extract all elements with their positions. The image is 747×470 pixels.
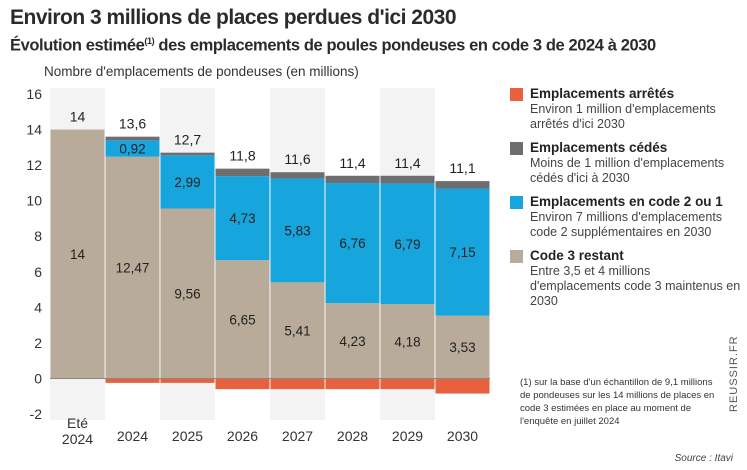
bar-code3 <box>160 208 215 379</box>
bar-arretes <box>435 378 490 394</box>
data-label-code2: 4,73 <box>229 211 255 226</box>
bar-arretes <box>270 378 325 390</box>
bar-arretes <box>105 378 160 383</box>
x-tick-label: 2028 <box>337 428 368 444</box>
total-label: 11,6 <box>284 151 310 167</box>
data-label-code3: 3,53 <box>449 340 475 355</box>
legend-name: Emplacements arrêtés <box>530 86 675 101</box>
y-tick-label: 14 <box>26 122 42 138</box>
bar-cedes <box>270 172 325 179</box>
x-tick-label: 2029 <box>392 428 423 444</box>
bar-code2 <box>270 178 325 283</box>
legend-name: Code 3 restant <box>530 248 624 263</box>
bar-code2 <box>160 155 215 209</box>
bar-code2 <box>325 183 380 304</box>
total-label: 12,7 <box>174 132 201 148</box>
footnote: (1) sur la base d'un échantillon de 9,1 … <box>520 377 715 427</box>
data-label-code2: 2,99 <box>174 175 200 190</box>
legend-swatch-code2 <box>510 196 523 209</box>
data-label-code3: 12,47 <box>116 261 150 276</box>
legend-desc: Environ 1 million d'emplacements arrêtés… <box>530 102 716 131</box>
legend-swatch-cedes <box>510 142 523 155</box>
y-tick-label: 2 <box>34 335 42 351</box>
y-tick-label: -2 <box>30 406 43 422</box>
y-tick-label: 8 <box>34 228 42 244</box>
subtitle-main: Évolution estimée <box>10 36 145 55</box>
subtitle-note-mark: (1) <box>144 36 155 46</box>
x-tick-label: Eté <box>67 415 88 431</box>
source-label: Source : Itavi <box>674 453 733 464</box>
bar-code2 <box>105 140 160 157</box>
data-label-code3: 5,41 <box>284 323 310 338</box>
x-tick-label: 2024 <box>62 431 93 447</box>
y-axis-label: Nombre d'emplacements de pondeuses (en m… <box>44 64 359 79</box>
data-label-code2: 6,79 <box>394 237 420 252</box>
bar-code3 <box>435 315 490 379</box>
bar-code3 <box>215 260 270 379</box>
legend-desc: Environ 7 millions d'emplacements code 2… <box>530 210 723 239</box>
y-tick-label: 10 <box>26 193 42 209</box>
legend-name: Emplacements cédés <box>530 140 668 155</box>
x-tick-label: 2025 <box>172 428 203 444</box>
y-tick-label: 12 <box>26 157 42 173</box>
bar-cedes <box>160 152 215 156</box>
data-label-code3: 14 <box>70 247 86 262</box>
legend-swatch-code3 <box>510 250 523 263</box>
y-tick-label: 16 <box>26 86 42 102</box>
bar-code3 <box>50 129 105 379</box>
total-label: 14 <box>70 109 86 125</box>
legend-item-arretes: Emplacements arrêtés Environ 1 million d… <box>510 86 742 132</box>
total-label: 11,8 <box>229 148 255 164</box>
x-tick-label: 2027 <box>282 428 313 444</box>
bar-cedes <box>380 175 435 184</box>
bar-code3 <box>380 304 435 379</box>
bar-code3 <box>270 282 325 379</box>
legend-swatch-arretes <box>510 88 523 101</box>
bar-arretes <box>160 378 215 383</box>
y-tick-label: 6 <box>34 264 42 280</box>
bar-cedes <box>215 168 270 177</box>
legend-item-code3: Code 3 restant Entre 3,5 et 4 millions d… <box>510 248 742 309</box>
y-tick-label: 4 <box>34 299 42 315</box>
watermark: REUSSIR.FR <box>728 335 740 412</box>
data-label-code2: 5,83 <box>284 223 310 238</box>
y-tick-label: 0 <box>34 370 42 386</box>
x-tick-label: 2030 <box>447 428 478 444</box>
bar-code3 <box>325 303 380 379</box>
bar-code2 <box>435 188 490 316</box>
data-label-code3: 4,23 <box>339 334 365 349</box>
data-label-code2: 7,15 <box>449 245 475 260</box>
data-label-code3: 9,56 <box>174 286 200 301</box>
legend-item-code2: Emplacements en code 2 ou 1 Environ 7 mi… <box>510 194 742 240</box>
legend-desc: Entre 3,5 et 4 millions d'emplacements c… <box>530 264 741 308</box>
x-tick-label: 2026 <box>227 428 258 444</box>
bar-code2 <box>380 183 435 305</box>
bar-code2 <box>215 176 270 261</box>
bar-arretes <box>215 378 270 390</box>
bar-cedes <box>105 136 160 141</box>
bar-cedes <box>435 181 490 189</box>
total-label: 11,4 <box>339 155 365 171</box>
total-label: 13,6 <box>119 116 146 132</box>
subtitle-rest: des emplacements de poules pondeuses en … <box>154 36 656 55</box>
data-label-code2: 0,92 <box>119 142 145 157</box>
bar-arretes <box>380 378 435 390</box>
bar-cedes <box>325 175 380 184</box>
chart-title: Environ 3 millions de places perdues d'i… <box>10 6 457 29</box>
bar-code3 <box>105 156 160 379</box>
chart-subtitle: Évolution estimée(1) des emplacements de… <box>10 36 656 56</box>
data-label-code3: 4,18 <box>394 334 420 349</box>
bar-arretes <box>325 378 380 390</box>
total-label: 11,1 <box>449 160 475 176</box>
x-tick-label: 2024 <box>117 428 148 444</box>
legend: Emplacements arrêtés Environ 1 million d… <box>510 86 742 317</box>
total-label: 11,4 <box>394 155 420 171</box>
legend-desc: Moins de 1 million d'emplacements cédés … <box>530 156 725 185</box>
data-label-code3: 6,65 <box>229 312 255 327</box>
legend-item-cedes: Emplacements cédés Moins de 1 million d'… <box>510 140 742 186</box>
data-label-code2: 6,76 <box>339 236 365 251</box>
legend-name: Emplacements en code 2 ou 1 <box>530 194 723 209</box>
